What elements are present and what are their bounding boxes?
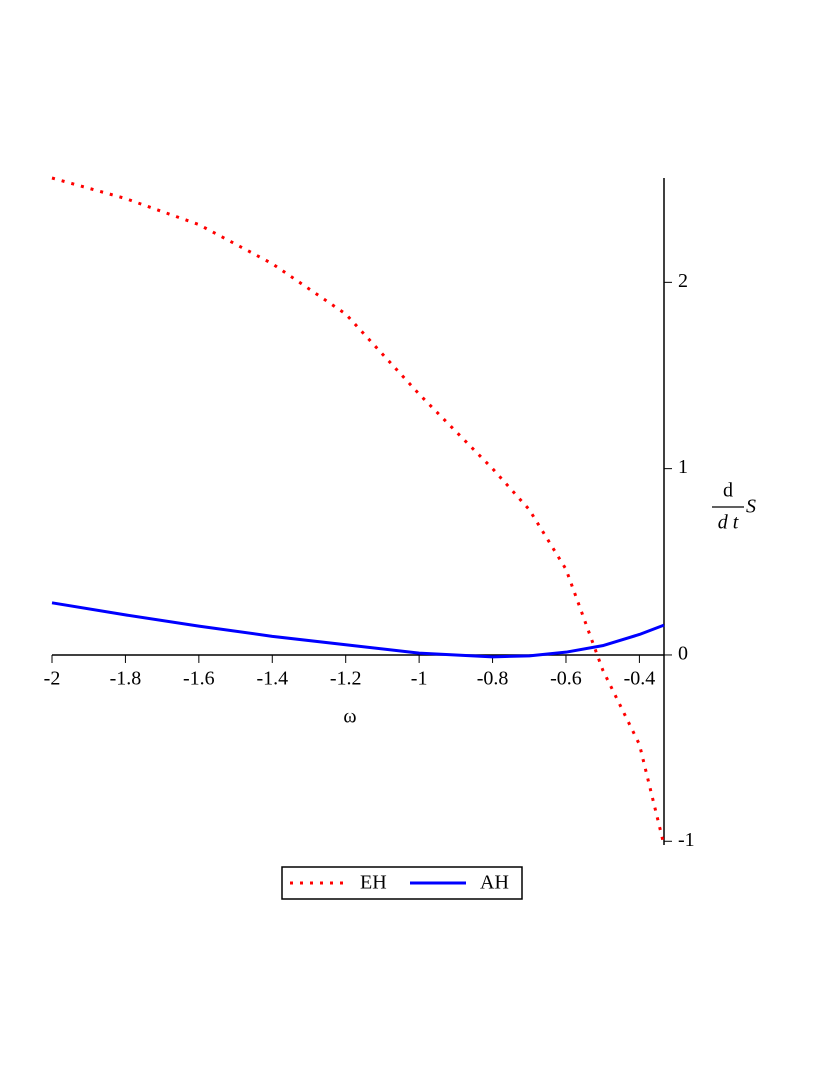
- y-tick-label: -1: [678, 829, 695, 851]
- x-tick-label: -1.6: [183, 668, 215, 690]
- y-label-numerator: d: [723, 480, 733, 502]
- x-tick-label: -1.8: [110, 668, 142, 690]
- x-tick-label: -1: [411, 668, 428, 690]
- x-tick-label: -1.4: [256, 668, 288, 690]
- x-tick-label: -1.2: [330, 668, 362, 690]
- y-tick-label: 1: [678, 456, 688, 478]
- y-tick-label: 0: [678, 643, 688, 665]
- x-tick-label: -0.4: [624, 668, 656, 690]
- legend-label: EH: [360, 872, 387, 894]
- y-tick-label: 2: [678, 270, 688, 292]
- series-line: [51, 176, 666, 846]
- y-label-denominator: d t: [718, 512, 739, 534]
- x-axis-label: ω: [343, 706, 356, 728]
- legend-box: [281, 866, 523, 900]
- legend-label: AH: [480, 872, 509, 894]
- y-label-variable: S: [746, 496, 756, 518]
- x-tick-label: -0.6: [550, 668, 582, 690]
- x-tick-label: -2: [44, 668, 61, 690]
- x-tick-label: -0.8: [477, 668, 509, 690]
- series-line: [51, 601, 665, 659]
